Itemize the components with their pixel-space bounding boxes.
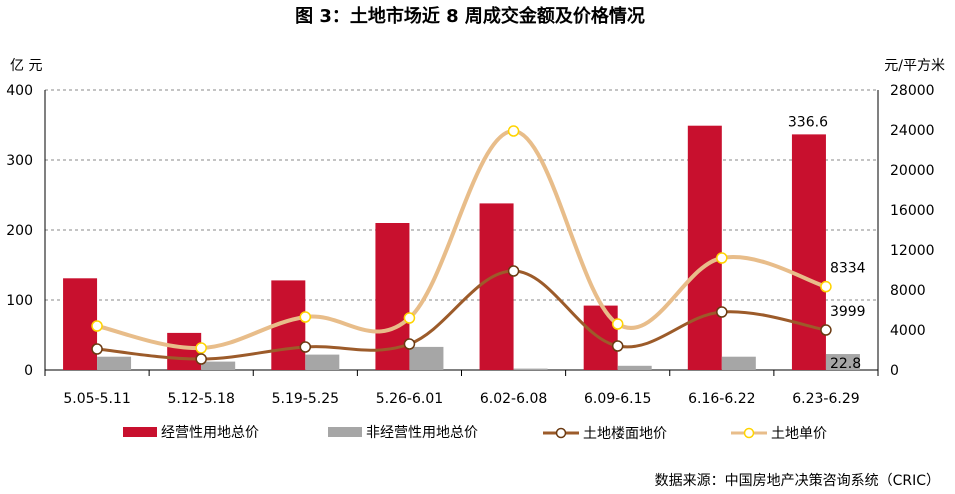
- right-tick-label: 24000: [890, 123, 935, 139]
- point-floor-price: [91, 343, 103, 355]
- data-label: 3999: [830, 304, 866, 320]
- point-floor-price: [507, 265, 520, 277]
- point-unit-price: [507, 125, 520, 137]
- data-label: 22.8: [830, 356, 861, 372]
- data-label: 8334: [830, 261, 866, 277]
- x-tick-label: 6.02-6.08: [480, 391, 547, 407]
- legend-marker: [743, 427, 755, 439]
- chart-title: 图 3：土地市场近 8 周成交金额及价格情况: [295, 5, 645, 27]
- x-tick-label: 5.19-5.25: [272, 391, 339, 407]
- x-tick-label: 6.23-6.29: [792, 391, 859, 407]
- bar-operating: [791, 134, 826, 370]
- bar-non-operating: [721, 356, 756, 370]
- right-axis-ticks: 0 4000 8000 12000 16000 20000 24000 28000: [890, 83, 935, 379]
- x-axis-labels: 5.05-5.11 5.12-5.18 5.19-5.25 5.26-6.01 6.02…: [63, 391, 859, 407]
- point-floor-price: [299, 341, 312, 353]
- bar-operating: [167, 332, 202, 370]
- point-floor-price: [611, 340, 624, 352]
- point-unit-price: [299, 311, 312, 323]
- bar-operating: [687, 125, 722, 370]
- lines: [91, 125, 832, 365]
- line-unit-price: [96, 128, 827, 351]
- point-unit-price: [195, 342, 207, 354]
- bars: [63, 125, 860, 370]
- right-tick-label: 4000: [890, 323, 926, 339]
- bar-non-operating: [513, 368, 548, 370]
- bar-operating: [479, 203, 514, 370]
- x-tick-label: 6.09-6.15: [584, 391, 651, 407]
- point-unit-price: [820, 280, 832, 293]
- point-floor-price: [716, 306, 728, 318]
- data-labels: 336.6 8334 3999 22.8: [788, 114, 866, 372]
- right-tick-label: 0: [890, 363, 899, 379]
- right-tick-label: 12000: [890, 243, 935, 259]
- point-unit-price: [716, 252, 728, 264]
- point-floor-price: [403, 338, 416, 350]
- source-note: 数据来源：中国房地产决策咨询系统（CRIC）: [655, 472, 940, 489]
- legend: 经营性用地总价 非经营性用地总价 土地楼面地价 土地单价: [123, 425, 827, 442]
- gridlines: [44, 89, 879, 376]
- right-tick-label: 20000: [890, 163, 935, 179]
- left-tick-label: 200: [6, 223, 33, 239]
- x-tick-label: 5.12-5.18: [167, 391, 234, 407]
- point-unit-price: [611, 318, 624, 330]
- left-tick-label: 300: [6, 153, 33, 169]
- left-tick-label: 0: [24, 363, 33, 379]
- legend-label: 经营性用地总价: [161, 425, 259, 441]
- left-tick-label: 400: [6, 83, 33, 99]
- legend-label: 土地楼面地价: [583, 426, 667, 442]
- legend-swatch: [123, 427, 157, 437]
- right-axis-unit: 元/平方米: [884, 58, 945, 74]
- left-axis-unit: 亿 元: [10, 58, 42, 74]
- bar-operating: [63, 278, 98, 370]
- right-tick-label: 8000: [890, 283, 926, 299]
- x-tick-label: 6.16-6.22: [688, 391, 755, 407]
- left-tick-label: 100: [6, 293, 33, 309]
- legend-label: 土地单价: [771, 426, 827, 442]
- point-unit-price: [403, 312, 416, 324]
- bar-non-operating: [305, 354, 340, 370]
- x-tick-label: 5.26-6.01: [376, 391, 443, 407]
- bar-non-operating: [201, 361, 236, 370]
- bar-non-operating: [825, 354, 860, 370]
- point-floor-price: [820, 324, 832, 336]
- line-floor-price: [96, 269, 827, 361]
- point-floor-price: [195, 353, 207, 365]
- right-tick-label: 28000: [890, 83, 935, 99]
- bar-non-operating: [409, 346, 444, 370]
- data-label: 336.6: [788, 114, 828, 130]
- bar-non-operating: [617, 365, 652, 370]
- bar-non-operating: [97, 356, 132, 370]
- left-axis-ticks: 0 100 200 300 400: [6, 83, 33, 379]
- right-tick-label: 16000: [890, 203, 935, 219]
- x-tick-label: 5.05-5.11: [63, 391, 130, 407]
- legend-marker: [555, 427, 567, 439]
- point-unit-price: [91, 320, 103, 332]
- legend-swatch: [328, 427, 362, 437]
- legend-label: 非经营性用地总价: [366, 425, 478, 441]
